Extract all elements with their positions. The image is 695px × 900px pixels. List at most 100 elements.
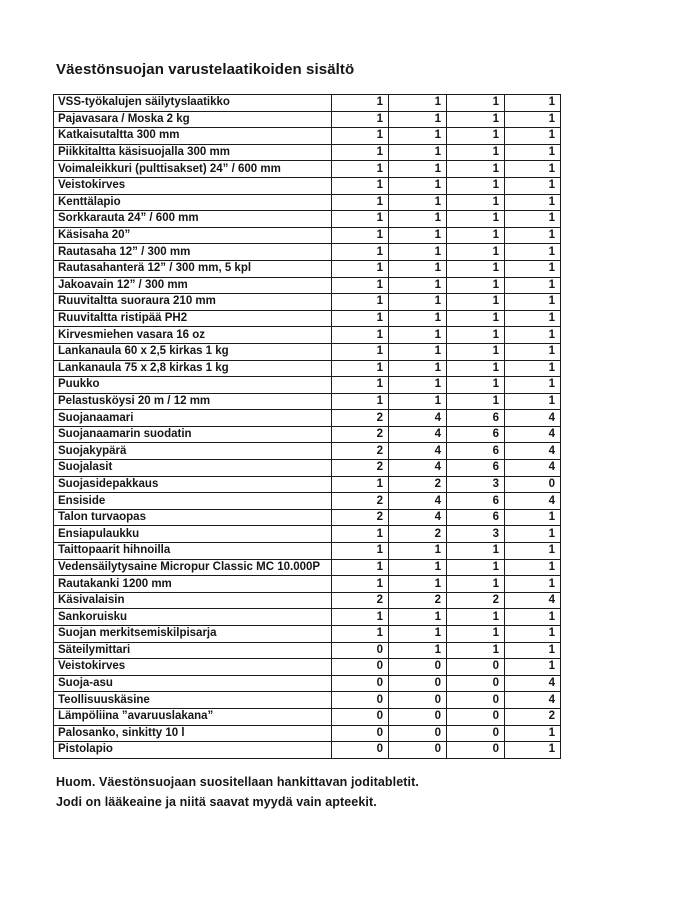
quantity-cell-box-2: 1: [388, 641, 447, 660]
table-row: Vedensäilytysaine Micropur Classic MC 10…: [53, 558, 561, 577]
quantity-cell-box-3: 1: [446, 110, 505, 129]
quantity-cell-box-1: 0: [331, 674, 389, 693]
table-row: Veistokirves 0 0 0 1: [53, 658, 561, 676]
quantity-cell-box-3: 6: [446, 425, 505, 444]
quantity-cell-box-4: 1: [504, 525, 561, 544]
quantity-cell-box-4: 1: [504, 193, 561, 212]
quantity-cell-box-3: 6: [446, 508, 505, 527]
quantity-cell-box-3: 3: [446, 525, 505, 544]
quantity-cell-box-4: 1: [504, 94, 561, 112]
quantity-cell-box-3: 1: [446, 94, 505, 112]
quantity-cell-box-3: 3: [446, 475, 505, 494]
quantity-cell-box-3: 6: [446, 492, 505, 510]
quantity-cell-box-1: 1: [331, 309, 389, 328]
quantity-cell-box-2: 1: [388, 542, 447, 560]
quantity-cell-box-4: 4: [504, 442, 561, 461]
quantity-cell-box-3: 1: [446, 326, 505, 344]
quantity-cell-box-1: 0: [331, 641, 389, 660]
quantity-cell-box-1: 2: [331, 591, 389, 610]
quantity-cell-box-1: 1: [331, 376, 389, 394]
quantity-cell-box-4: 1: [504, 641, 561, 660]
quantity-cell-box-1: 2: [331, 409, 389, 427]
table-row: VSS-työkalujen säilytyslaatikko 1 1 1 1: [53, 94, 561, 112]
table-row: Pistolapio 0 0 0 1: [53, 741, 561, 759]
equipment-table: VSS-työkalujen säilytyslaatikko 1 1 1 1 Pajav…: [53, 94, 561, 759]
quantity-cell-box-2: 1: [388, 259, 447, 278]
quantity-cell-box-3: 1: [446, 542, 505, 560]
quantity-cell-box-3: 0: [446, 707, 505, 726]
quantity-cell-box-3: 6: [446, 442, 505, 461]
quantity-cell-box-3: 1: [446, 193, 505, 212]
quantity-cell-box-4: 4: [504, 674, 561, 693]
item-name-cell: Rautasahanterä 12” / 300 mm, 5 kpl: [53, 259, 332, 278]
table-row: Piikkitaltta käsisuojalla 300 mm 1 1 1 1: [53, 143, 561, 162]
quantity-cell-box-1: 1: [331, 276, 389, 295]
quantity-cell-box-2: 1: [388, 176, 447, 195]
quantity-cell-box-1: 1: [331, 94, 389, 112]
quantity-cell-box-4: 1: [504, 558, 561, 577]
quantity-cell-box-4: 1: [504, 176, 561, 195]
quantity-cell-box-3: 1: [446, 342, 505, 361]
table-row: Sorkkarauta 24” / 600 mm 1 1 1 1: [53, 210, 561, 228]
quantity-cell-box-1: 1: [331, 625, 389, 643]
item-name-cell: VSS-työkalujen säilytyslaatikko: [53, 94, 332, 112]
quantity-cell-box-4: 1: [504, 259, 561, 278]
quantity-cell-box-4: 1: [504, 508, 561, 527]
item-name-cell: Suojan merkitsemiskilpisarja: [53, 625, 332, 643]
item-name-cell: Suojanaamarin suodatin: [53, 425, 332, 444]
item-name-cell: Ensiapulaukku: [53, 525, 332, 544]
quantity-cell-box-2: 4: [388, 409, 447, 427]
quantity-cell-box-3: 1: [446, 160, 505, 178]
table-row: Ensiside 2 4 6 4: [53, 492, 561, 510]
item-name-cell: Pistolapio: [53, 741, 332, 759]
quantity-cell-box-1: 0: [331, 658, 389, 676]
quantity-cell-box-3: 6: [446, 459, 505, 477]
table-row: Rautasaha 12” / 300 mm 1 1 1 1: [53, 243, 561, 261]
equipment-table-body: VSS-työkalujen säilytyslaatikko 1 1 1 1 Pajav…: [53, 94, 561, 759]
quantity-cell-box-1: 1: [331, 342, 389, 361]
item-name-cell: Kirvesmiehen vasara 16 oz: [53, 326, 332, 344]
item-name-cell: Käsisaha 20”: [53, 226, 332, 245]
quantity-cell-box-1: 1: [331, 243, 389, 261]
quantity-cell-box-4: 4: [504, 492, 561, 510]
quantity-cell-box-2: 4: [388, 492, 447, 510]
quantity-cell-box-4: 1: [504, 160, 561, 178]
quantity-cell-box-2: 1: [388, 558, 447, 577]
item-name-cell: Palosanko, sinkitty 10 l: [53, 724, 332, 743]
item-name-cell: Talon turvaopas: [53, 508, 332, 527]
quantity-cell-box-1: 1: [331, 293, 389, 311]
item-name-cell: Suoja-asu: [53, 674, 332, 693]
item-name-cell: Lankanaula 60 x 2,5 kirkas 1 kg: [53, 342, 332, 361]
quantity-cell-box-2: 1: [388, 127, 447, 145]
quantity-cell-box-2: 4: [388, 508, 447, 527]
table-row: Katkaisutaltta 300 mm 1 1 1 1: [53, 127, 561, 145]
quantity-cell-box-2: 4: [388, 459, 447, 477]
table-row: Käsisaha 20” 1 1 1 1: [53, 226, 561, 245]
item-name-cell: Suojanaamari: [53, 409, 332, 427]
quantity-cell-box-1: 2: [331, 459, 389, 477]
table-row: Ensiapulaukku 1 2 3 1: [53, 525, 561, 544]
quantity-cell-box-4: 1: [504, 143, 561, 162]
quantity-cell-box-3: 1: [446, 210, 505, 228]
quantity-cell-box-4: 1: [504, 392, 561, 411]
quantity-cell-box-2: 1: [388, 160, 447, 178]
table-row: Käsivalaisin 2 2 2 4: [53, 591, 561, 610]
quantity-cell-box-3: 0: [446, 741, 505, 759]
quantity-cell-box-4: 1: [504, 625, 561, 643]
table-row: Veistokirves 1 1 1 1: [53, 176, 561, 195]
quantity-cell-box-1: 1: [331, 259, 389, 278]
item-name-cell: Suojasidepakkaus: [53, 475, 332, 494]
quantity-cell-box-4: 4: [504, 425, 561, 444]
quantity-cell-box-2: 2: [388, 475, 447, 494]
quantity-cell-box-4: 4: [504, 591, 561, 610]
quantity-cell-box-3: 1: [446, 309, 505, 328]
quantity-cell-box-1: 1: [331, 392, 389, 411]
table-row: Kirvesmiehen vasara 16 oz 1 1 1 1: [53, 326, 561, 344]
quantity-cell-box-2: 0: [388, 674, 447, 693]
item-name-cell: Taittopaarit hihnoilla: [53, 542, 332, 560]
table-row: Ruuvitaltta ristipää PH2 1 1 1 1: [53, 309, 561, 328]
quantity-cell-box-4: 1: [504, 658, 561, 676]
quantity-cell-box-2: 4: [388, 442, 447, 461]
quantity-cell-box-3: 1: [446, 359, 505, 378]
table-row: Suojan merkitsemiskilpisarja 1 1 1 1: [53, 625, 561, 643]
